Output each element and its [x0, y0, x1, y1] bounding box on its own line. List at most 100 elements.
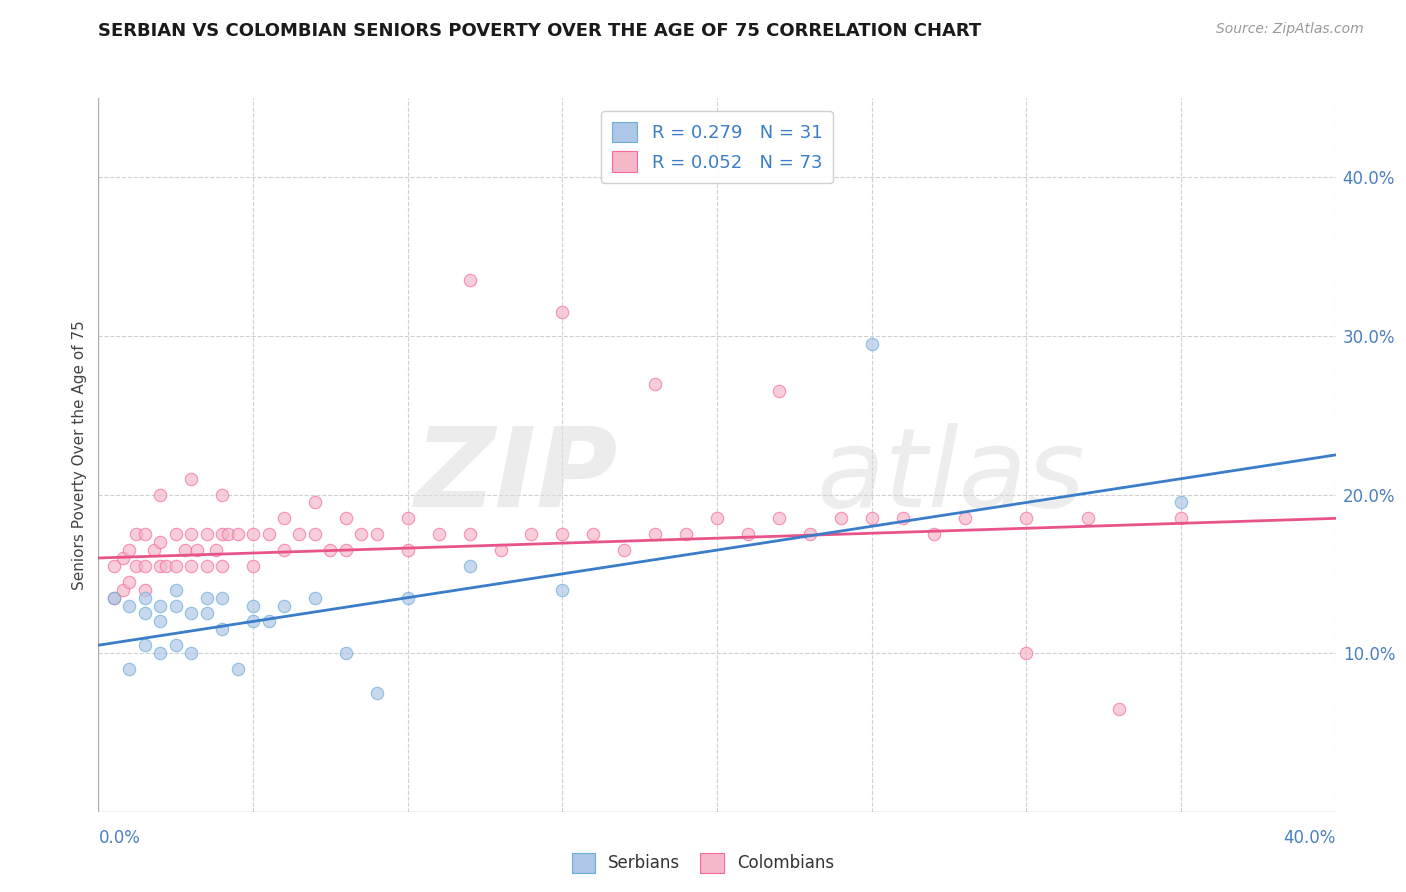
Point [186, 543, 208, 558]
Point [195, 527, 218, 541]
Point [644, 527, 666, 541]
Point [242, 558, 264, 573]
Legend: R = 0.279   N = 31, R = 0.052   N = 73: R = 0.279 N = 31, R = 0.052 N = 73 [600, 111, 834, 183]
Point [366, 686, 388, 700]
Point [257, 615, 280, 629]
Point [366, 527, 388, 541]
Point [180, 646, 202, 660]
Point [118, 574, 141, 589]
Point [134, 638, 156, 652]
Point [134, 582, 156, 597]
Point [112, 551, 135, 566]
Point [396, 591, 419, 605]
Point [396, 543, 419, 558]
Point [273, 543, 295, 558]
Point [458, 273, 481, 287]
Point [118, 662, 141, 676]
Legend: Serbians, Colombians: Serbians, Colombians [565, 847, 841, 880]
Point [195, 607, 218, 621]
Point [165, 582, 187, 597]
Point [304, 591, 326, 605]
Point [273, 599, 295, 613]
Point [1108, 701, 1130, 715]
Point [195, 591, 218, 605]
Point [551, 527, 574, 541]
Point [335, 543, 357, 558]
Point [613, 543, 636, 558]
Point [242, 527, 264, 541]
Point [799, 527, 821, 541]
Point [768, 384, 790, 399]
Text: 40.0%: 40.0% [1284, 829, 1336, 847]
Point [860, 337, 883, 351]
Point [217, 527, 239, 541]
Point [112, 582, 135, 597]
Point [489, 543, 512, 558]
Point [953, 511, 976, 525]
Point [143, 543, 166, 558]
Point [273, 511, 295, 525]
Point [304, 527, 326, 541]
Point [396, 511, 419, 525]
Point [134, 607, 156, 621]
Point [118, 543, 141, 558]
Point [174, 543, 197, 558]
Point [103, 591, 125, 605]
Point [335, 511, 357, 525]
Point [242, 615, 264, 629]
Point [242, 599, 264, 613]
Point [1170, 495, 1192, 509]
Point [134, 558, 156, 573]
Point [149, 646, 172, 660]
Point [211, 487, 233, 501]
Point [1015, 511, 1038, 525]
Point [319, 543, 342, 558]
Point [582, 527, 605, 541]
Point [304, 495, 326, 509]
Point [1077, 511, 1099, 525]
Point [124, 558, 146, 573]
Point [644, 376, 666, 391]
Point [149, 615, 172, 629]
Point [134, 527, 156, 541]
Point [149, 599, 172, 613]
Point [226, 662, 249, 676]
Point [211, 527, 233, 541]
Text: Source: ZipAtlas.com: Source: ZipAtlas.com [1216, 22, 1364, 37]
Point [860, 511, 883, 525]
Point [155, 558, 177, 573]
Point [675, 527, 697, 541]
Point [211, 558, 233, 573]
Point [149, 487, 172, 501]
Point [737, 527, 759, 541]
Point [891, 511, 914, 525]
Text: ZIP: ZIP [415, 423, 619, 530]
Point [180, 558, 202, 573]
Point [103, 591, 125, 605]
Point [226, 527, 249, 541]
Text: 0.0%: 0.0% [98, 829, 141, 847]
Point [427, 527, 450, 541]
Point [706, 511, 728, 525]
Point [165, 527, 187, 541]
Point [830, 511, 852, 525]
Point [195, 558, 218, 573]
Point [180, 472, 202, 486]
Point [165, 558, 187, 573]
Point [180, 527, 202, 541]
Point [288, 527, 311, 541]
Point [103, 558, 125, 573]
Point [1170, 511, 1192, 525]
Point [520, 527, 543, 541]
Point [149, 558, 172, 573]
Point [257, 527, 280, 541]
Point [165, 638, 187, 652]
Point [211, 591, 233, 605]
Point [922, 527, 945, 541]
Point [350, 527, 373, 541]
Point [551, 582, 574, 597]
Point [205, 543, 228, 558]
Point [458, 527, 481, 541]
Text: SERBIAN VS COLOMBIAN SENIORS POVERTY OVER THE AGE OF 75 CORRELATION CHART: SERBIAN VS COLOMBIAN SENIORS POVERTY OVE… [98, 22, 981, 40]
Point [335, 646, 357, 660]
